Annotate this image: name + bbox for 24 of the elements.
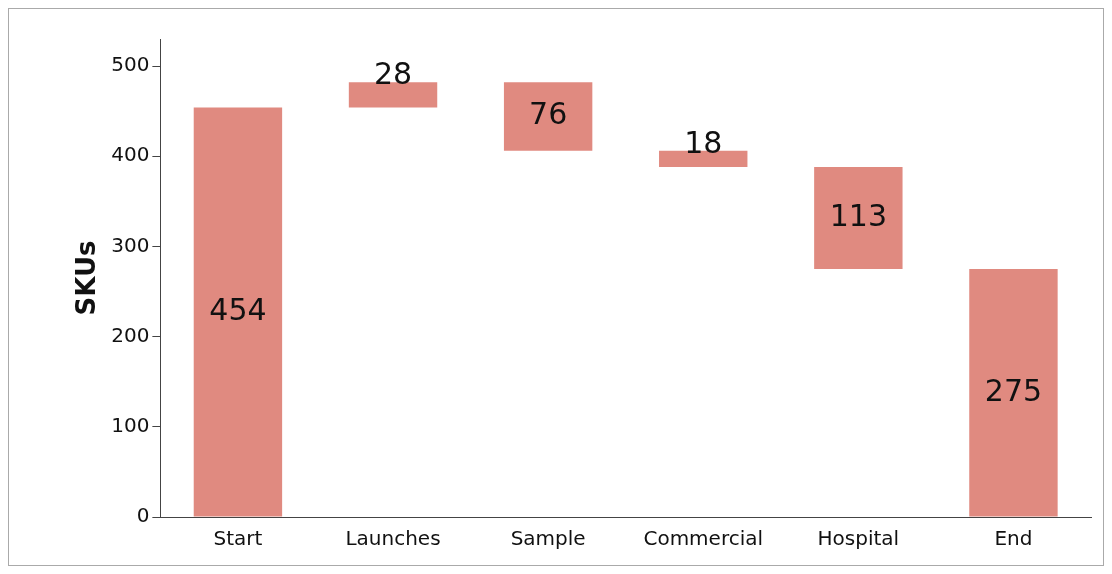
x-tick-label: End xyxy=(994,526,1033,551)
y-tick-label: 300 xyxy=(111,232,150,257)
x-tick-label: Sample xyxy=(510,526,586,551)
y-tick-label: 200 xyxy=(111,322,150,347)
data-label: 454 xyxy=(209,291,267,327)
y-tick-label: 400 xyxy=(111,142,150,167)
bar xyxy=(503,82,593,151)
data-label: 76 xyxy=(529,96,568,132)
bar xyxy=(348,82,438,108)
bar xyxy=(814,167,903,269)
y-tick-label: 500 xyxy=(111,52,150,77)
data-label: 275 xyxy=(984,372,1043,408)
data-label: 18 xyxy=(684,124,723,160)
data-label: 28 xyxy=(373,56,413,92)
bar xyxy=(193,107,283,517)
y-tick-label: 100 xyxy=(111,413,150,438)
x-tick-label: Commercial xyxy=(643,526,764,551)
data-label: 113 xyxy=(829,197,887,233)
x-tick-label: Launches xyxy=(345,526,441,551)
x-tick-label: Hospital xyxy=(817,526,900,551)
y-tick-label: 0 xyxy=(136,503,150,528)
x-tick-label: Start xyxy=(213,526,263,551)
bar xyxy=(969,268,1058,517)
y-axis-title: SKUs xyxy=(71,240,102,316)
